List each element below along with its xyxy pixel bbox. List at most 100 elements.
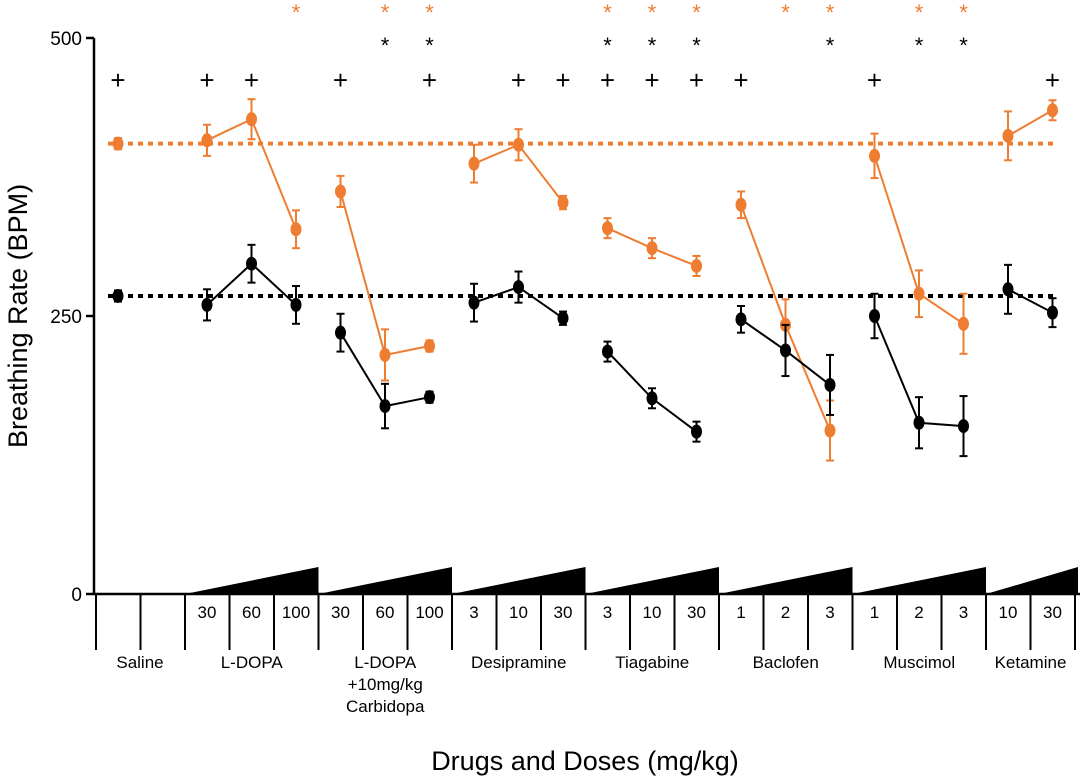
orange-data-point (379, 347, 391, 362)
black-data-point (424, 390, 435, 405)
orange-data-point (290, 222, 302, 237)
dose-label: 10 (509, 603, 528, 622)
significance-plus: + (689, 65, 704, 95)
black-data-point (602, 344, 613, 359)
dose-label: 100 (415, 603, 443, 622)
significance-plus: + (199, 65, 214, 95)
orange-data-point (646, 241, 658, 256)
dose-label: 2 (914, 603, 923, 622)
black-data-point (913, 415, 925, 430)
dose-label: 3 (959, 603, 968, 622)
orange-data-point (958, 316, 969, 331)
orange-data-point (735, 197, 747, 212)
black-data-point (335, 325, 346, 340)
black-data-point (1047, 305, 1058, 320)
black-significance-star: * (959, 33, 968, 58)
orange-data-point (468, 156, 480, 171)
black-data-point (869, 309, 880, 323)
dose-label: 3 (825, 603, 834, 622)
black-data-point (824, 377, 836, 392)
significance-plus: + (600, 65, 615, 95)
drug-name-label: +10mg/kg (348, 675, 423, 694)
orange-significance-star: * (781, 0, 790, 25)
dose-ramp (585, 567, 719, 594)
black-data-point (646, 391, 658, 406)
dose-table: Saline 30 60 100 L-DOPA 30 60 100 L-DOPA +10mg/kg… (95, 594, 1076, 716)
dose-ramps (185, 567, 1078, 594)
dose-ramp (185, 567, 319, 594)
significance-plus: + (244, 65, 259, 95)
orange-series-line (1007, 109, 1053, 137)
dose-label: 60 (242, 603, 261, 622)
dose-label: 3 (603, 603, 612, 622)
dose-label: 60 (376, 603, 395, 622)
orange-significance-star: * (959, 0, 968, 25)
dose-label: 30 (331, 603, 350, 622)
orange-data-point (112, 136, 124, 151)
drug-name-label: Carbidopa (346, 697, 425, 716)
orange-significance-star: * (915, 0, 924, 25)
dose-label: 3 (469, 603, 478, 622)
dose-label: 10 (643, 603, 662, 622)
dose-ramp (452, 567, 586, 594)
black-data-point (468, 295, 480, 310)
black-data-point (201, 297, 213, 312)
y-tick-label: 250 (50, 307, 82, 328)
dose-label: 10 (999, 603, 1018, 622)
orange-data-point (824, 423, 836, 438)
black-data-point (735, 312, 747, 327)
orange-data-point (691, 258, 702, 273)
orange-significance-star: * (292, 0, 301, 25)
orange-data-point (201, 133, 213, 148)
significance-plus: + (110, 65, 125, 95)
labels: Breathing Rate (BPM) Drugs and Doses (mg… (3, 184, 739, 776)
dose-label: 1 (870, 603, 879, 622)
dose-label: 30 (554, 603, 573, 622)
orange-data-point (1002, 128, 1014, 143)
black-data-point (557, 311, 569, 326)
orange-data-point (602, 221, 613, 236)
dose-ramp (719, 567, 853, 594)
orange-data-point (913, 286, 925, 301)
black-data-point (780, 343, 791, 358)
orange-data-point (557, 195, 569, 210)
dose-label: 30 (198, 603, 217, 622)
drug-name-label: L-DOPA (221, 653, 284, 672)
significance-plus: + (511, 65, 526, 95)
black-significance-star: * (648, 33, 657, 58)
black-data-point (513, 280, 524, 295)
y-tick-label: 500 (50, 29, 82, 50)
black-significance-star: * (915, 33, 924, 58)
dose-label: 30 (1043, 603, 1062, 622)
black-data-point (1002, 282, 1014, 297)
drug-name-label: Ketamine (995, 653, 1067, 672)
orange-data-point (246, 112, 257, 127)
drug-name-label: Desipramine (471, 653, 566, 672)
significance-plus: + (867, 65, 882, 95)
significance-plus: + (1045, 65, 1060, 95)
dose-ramp (318, 567, 452, 594)
orange-data-point (335, 184, 346, 199)
orange-significance-star: * (425, 0, 434, 25)
orange-significance-star: * (648, 0, 657, 25)
series (112, 98, 1058, 462)
orange-data-point (1047, 103, 1058, 118)
drug-name-label: Baclofen (753, 653, 819, 672)
black-data-point (691, 424, 702, 439)
drug-name-label: Saline (116, 653, 163, 672)
black-data-point (112, 288, 124, 303)
black-significance-star: * (692, 33, 701, 58)
orange-significance-star: * (381, 0, 390, 25)
black-significance-star: * (826, 33, 835, 58)
orange-data-point (869, 148, 880, 163)
dose-label: 1 (736, 603, 745, 622)
dose-ramp (852, 567, 986, 594)
y-tick-label: 0 (71, 585, 82, 606)
orange-significance-star: * (826, 0, 835, 25)
y-axis-label: Breathing Rate (BPM) (3, 184, 33, 448)
significance-plus: + (333, 65, 348, 95)
significance-plus: + (733, 65, 748, 95)
orange-significance-star: * (692, 0, 701, 25)
orange-significance-star: * (603, 0, 612, 25)
drug-name-label: Tiagabine (615, 653, 689, 672)
